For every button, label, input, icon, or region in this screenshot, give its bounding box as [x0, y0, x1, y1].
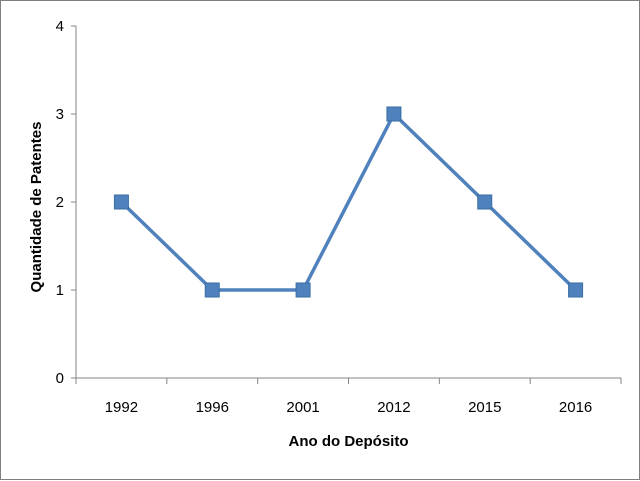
x-axis-ticks: 1992 1996 2001 2012 2015 2016: [75, 378, 622, 416]
y-axis-title: Quantidade de Patentes: [28, 122, 45, 293]
x-tick-label: 1992: [105, 399, 138, 416]
y-tick-label: 0: [56, 370, 64, 387]
x-axis-title: Ano do Depósito: [289, 433, 409, 450]
series-group: [113, 106, 584, 298]
x-tick-label: 2016: [559, 399, 592, 416]
x-tick-label: 2012: [377, 399, 410, 416]
y-axis-ticks: 0 1 2 3 4: [56, 18, 76, 387]
data-point: [568, 282, 584, 298]
data-point: [477, 194, 493, 210]
y-tick-label: 4: [56, 18, 64, 35]
y-tick-label: 2: [56, 194, 64, 211]
y-tick-label: 3: [56, 106, 64, 123]
data-point: [386, 106, 402, 122]
x-tick-label: 2001: [286, 399, 319, 416]
x-tick-label: 2015: [468, 399, 501, 416]
y-tick-label: 1: [56, 282, 64, 299]
series-line: [120, 112, 577, 292]
data-point: [295, 282, 311, 298]
data-point: [113, 194, 129, 210]
x-tick-label: 1996: [196, 399, 229, 416]
data-point: [204, 282, 220, 298]
